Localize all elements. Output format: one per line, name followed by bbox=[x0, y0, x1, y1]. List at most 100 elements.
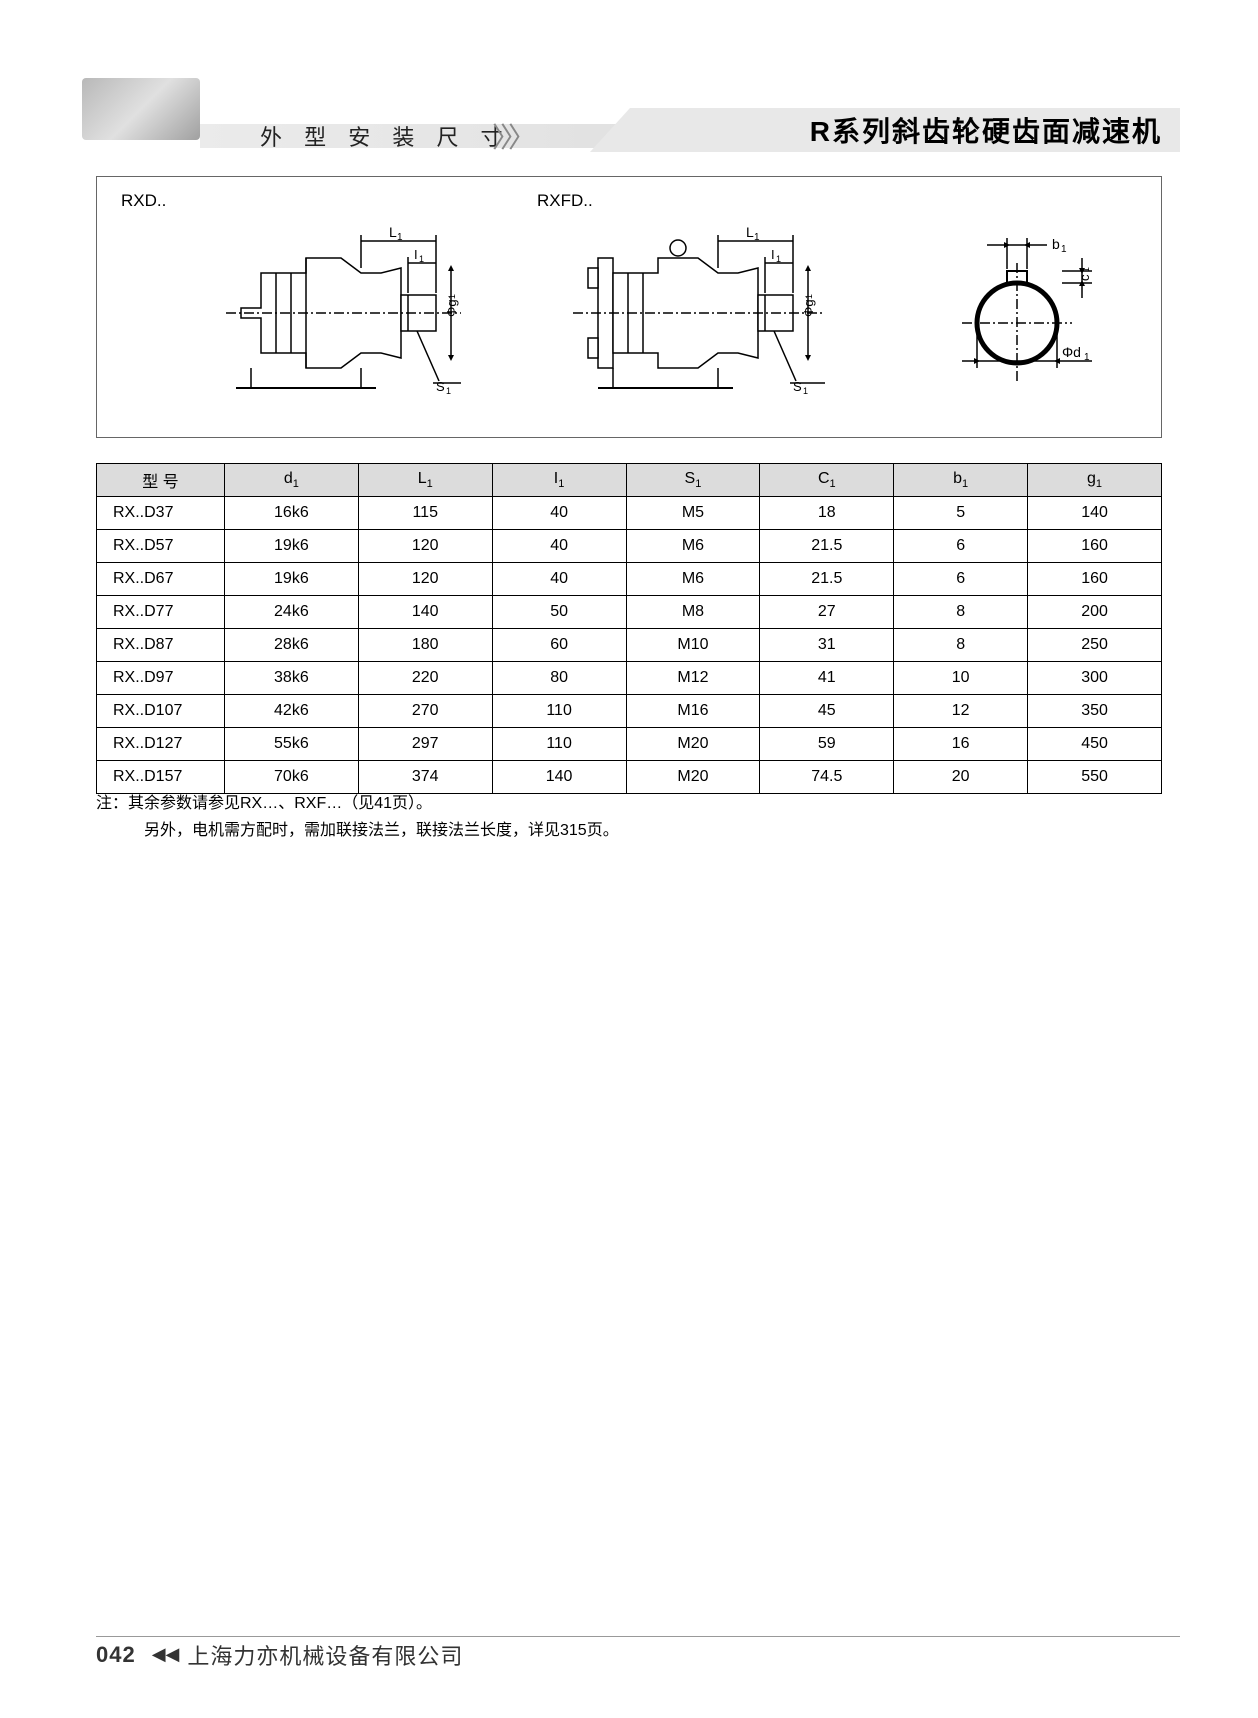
table-cell: RX..D157 bbox=[97, 761, 225, 794]
col-header-d1: d1 bbox=[224, 464, 358, 497]
svg-text:S: S bbox=[793, 379, 802, 394]
table-cell: RX..D127 bbox=[97, 728, 225, 761]
diagram-label-rxd: RXD.. bbox=[121, 191, 166, 211]
table-cell: M8 bbox=[626, 596, 760, 629]
table-cell: 31 bbox=[760, 629, 894, 662]
table-cell: 120 bbox=[358, 530, 492, 563]
table-cell: M6 bbox=[626, 530, 760, 563]
table-cell: 74.5 bbox=[760, 761, 894, 794]
table-cell: 70k6 bbox=[224, 761, 358, 794]
table-cell: 42k6 bbox=[224, 695, 358, 728]
table-cell: M16 bbox=[626, 695, 760, 728]
drawing-cross-section: b 1 c 1 Φd 1 bbox=[917, 213, 1117, 433]
table-row: RX..D15770k6374140M2074.520550 bbox=[97, 761, 1162, 794]
svg-text:1: 1 bbox=[397, 232, 403, 243]
diagram-container: RXD.. RXFD.. L 1 bbox=[96, 176, 1162, 438]
table-cell: 18 bbox=[760, 497, 894, 530]
table-cell: RX..D67 bbox=[97, 563, 225, 596]
svg-text:1: 1 bbox=[754, 232, 760, 243]
table-cell: M5 bbox=[626, 497, 760, 530]
svg-text:1: 1 bbox=[804, 294, 814, 299]
table-cell: 6 bbox=[894, 563, 1028, 596]
table-cell: 21.5 bbox=[760, 563, 894, 596]
page-footer: 042 ◀◀ 上海力亦机械设备有限公司 bbox=[96, 1636, 1180, 1666]
col-header-g1: g1 bbox=[1028, 464, 1162, 497]
table-cell: 45 bbox=[760, 695, 894, 728]
note-text: 注：其余参数请参见RX…、RXF…（见41页）。 另外，电机需方配时，需加联接法… bbox=[96, 790, 619, 844]
diagram-label-rxfd: RXFD.. bbox=[537, 191, 593, 211]
main-title: R系列斜齿轮硬齿面减速机 bbox=[810, 110, 1162, 150]
svg-text:1: 1 bbox=[419, 254, 424, 264]
table-cell: 180 bbox=[358, 629, 492, 662]
table-cell: RX..D37 bbox=[97, 497, 225, 530]
table-cell: 374 bbox=[358, 761, 492, 794]
table-cell: 59 bbox=[760, 728, 894, 761]
table-cell: 140 bbox=[492, 761, 626, 794]
table-row: RX..D6719k612040M621.56160 bbox=[97, 563, 1162, 596]
table-cell: 450 bbox=[1028, 728, 1162, 761]
table-cell: 40 bbox=[492, 530, 626, 563]
table-cell: 27 bbox=[760, 596, 894, 629]
table-cell: 250 bbox=[1028, 629, 1162, 662]
svg-text:1: 1 bbox=[1061, 244, 1067, 255]
table-cell: 300 bbox=[1028, 662, 1162, 695]
table-cell: 550 bbox=[1028, 761, 1162, 794]
page-header: 外 型 安 装 尺 寸 〉〉〉 R系列斜齿轮硬齿面减速机 bbox=[0, 78, 1258, 158]
table-cell: M6 bbox=[626, 563, 760, 596]
table-cell: M12 bbox=[626, 662, 760, 695]
svg-text:Φd: Φd bbox=[1062, 344, 1081, 360]
svg-text:1: 1 bbox=[1084, 352, 1090, 363]
table-row: RX..D12755k6297110M205916450 bbox=[97, 728, 1162, 761]
table-cell: 21.5 bbox=[760, 530, 894, 563]
col-header-s1: S1 bbox=[626, 464, 760, 497]
table-cell: 50 bbox=[492, 596, 626, 629]
table-cell: RX..D107 bbox=[97, 695, 225, 728]
table-cell: 8 bbox=[894, 596, 1028, 629]
product-image bbox=[82, 78, 200, 140]
svg-text:Φg: Φg bbox=[444, 299, 459, 317]
table-cell: 220 bbox=[358, 662, 492, 695]
table-cell: 10 bbox=[894, 662, 1028, 695]
svg-text:1: 1 bbox=[447, 294, 457, 299]
table-cell: 140 bbox=[358, 596, 492, 629]
note-line1: 注：其余参数请参见RX…、RXF…（见41页）。 bbox=[96, 790, 619, 817]
table-cell: 297 bbox=[358, 728, 492, 761]
col-header-l1: L1 bbox=[358, 464, 492, 497]
chevron-icon: 〉〉〉 bbox=[492, 116, 530, 156]
svg-text:c: c bbox=[1077, 274, 1092, 281]
table-cell: 24k6 bbox=[224, 596, 358, 629]
table-cell: 200 bbox=[1028, 596, 1162, 629]
table-cell: 60 bbox=[492, 629, 626, 662]
dimensions-table: 型 号 d1 L1 I1 S1 C1 b1 g1 RX..D3716k61154… bbox=[96, 463, 1162, 794]
table-cell: 20 bbox=[894, 761, 1028, 794]
double-arrow-icon: ◀◀ bbox=[152, 1644, 180, 1665]
table-cell: 80 bbox=[492, 662, 626, 695]
table-cell: 5 bbox=[894, 497, 1028, 530]
svg-text:1: 1 bbox=[776, 254, 781, 264]
svg-text:I: I bbox=[414, 247, 418, 262]
drawing-rxd: L 1 I 1 Φg 1 S 1 bbox=[211, 213, 471, 433]
table-cell: 270 bbox=[358, 695, 492, 728]
table-cell: 28k6 bbox=[224, 629, 358, 662]
table-cell: 12 bbox=[894, 695, 1028, 728]
table-cell: 38k6 bbox=[224, 662, 358, 695]
table-cell: 115 bbox=[358, 497, 492, 530]
svg-text:b: b bbox=[1052, 236, 1060, 252]
table-cell: M20 bbox=[626, 728, 760, 761]
svg-text:1: 1 bbox=[446, 386, 451, 396]
table-cell: 40 bbox=[492, 563, 626, 596]
svg-text:I: I bbox=[771, 247, 775, 262]
table-cell: 19k6 bbox=[224, 563, 358, 596]
table-cell: 8 bbox=[894, 629, 1028, 662]
table-row: RX..D3716k611540M5185140 bbox=[97, 497, 1162, 530]
table-cell: 41 bbox=[760, 662, 894, 695]
table-cell: 160 bbox=[1028, 563, 1162, 596]
table-cell: RX..D97 bbox=[97, 662, 225, 695]
table-row: RX..D9738k622080M124110300 bbox=[97, 662, 1162, 695]
table-cell: 120 bbox=[358, 563, 492, 596]
table-cell: M20 bbox=[626, 761, 760, 794]
table-cell: RX..D77 bbox=[97, 596, 225, 629]
table-cell: RX..D87 bbox=[97, 629, 225, 662]
svg-text:S: S bbox=[436, 379, 445, 394]
svg-text:L: L bbox=[389, 224, 397, 240]
